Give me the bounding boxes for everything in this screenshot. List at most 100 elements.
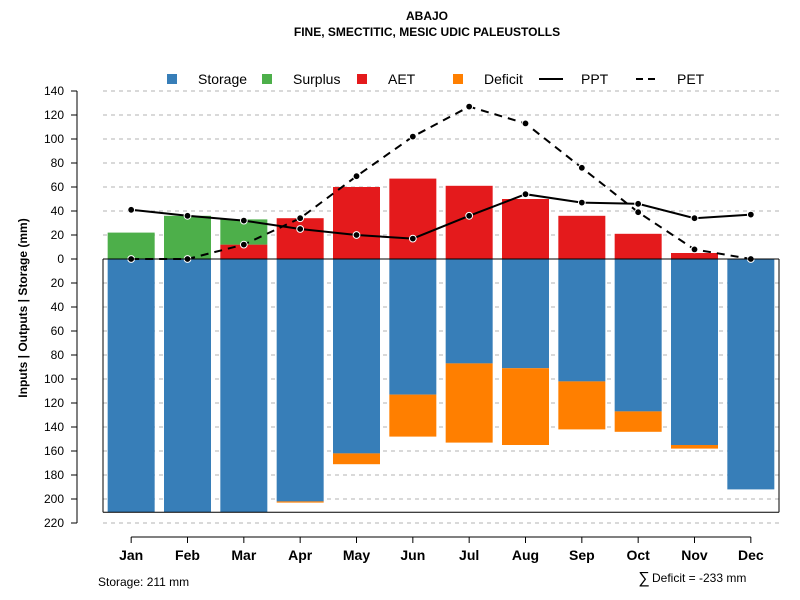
pet-point — [296, 214, 305, 223]
pet-point — [634, 208, 643, 217]
bar-storage — [502, 259, 549, 369]
y-tick-label: 140 — [44, 84, 64, 98]
deficit-note: Deficit = -233 mm — [652, 571, 746, 585]
y-tick-label: 120 — [44, 396, 64, 410]
bar-aet — [502, 199, 549, 259]
ppt-point — [521, 190, 530, 199]
bar-aet — [558, 215, 606, 259]
bar-deficit — [389, 394, 437, 437]
legend-swatch-storage — [167, 74, 177, 84]
bar-aet — [389, 178, 437, 259]
bar-storage — [727, 259, 775, 490]
y-tick-label: 40 — [51, 204, 65, 218]
bar-deficit — [445, 363, 493, 443]
ppt-point — [183, 211, 192, 220]
ppt-point — [408, 234, 417, 243]
x-tick-label: Jul — [459, 547, 479, 563]
bar-storage — [614, 259, 662, 412]
y-tick-label: 80 — [51, 348, 65, 362]
legend-label-storage: Storage — [198, 71, 247, 87]
y-tick-label: 140 — [44, 420, 64, 434]
pet-line — [131, 105, 752, 260]
pet-point — [521, 119, 530, 128]
y-tick-label: 220 — [44, 516, 64, 530]
bar-deficit — [276, 501, 324, 503]
bar-storage — [671, 259, 718, 445]
y-axis-label: Inputs | Outputs | Storage (mm) — [16, 218, 30, 397]
legend: Storage Surplus AET Deficit PPT PET — [167, 71, 705, 87]
bar-storage — [558, 259, 606, 382]
pet-point — [465, 102, 474, 111]
bar-deficit — [614, 411, 662, 432]
line-series — [127, 102, 755, 263]
ppt-line — [131, 193, 751, 240]
bar-surplus — [107, 232, 155, 259]
x-tick-label: Jun — [400, 547, 425, 563]
ppt-point — [690, 214, 699, 223]
y-tick-label: 100 — [44, 132, 64, 146]
x-tick-label: Apr — [288, 547, 313, 563]
x-tick-label: Sep — [569, 547, 595, 563]
ppt-point — [296, 225, 305, 233]
bar-deficit — [558, 381, 606, 430]
x-tick-label: Mar — [231, 547, 256, 563]
ppt-point — [577, 198, 586, 207]
storage-note: Storage: 211 mm — [98, 575, 189, 589]
bar-deficit — [333, 453, 380, 465]
y-tick-label: 0 — [57, 252, 64, 266]
legend-swatch-aet — [357, 74, 367, 84]
chart-subtitle: FINE, SMECTITIC, MESIC UDIC PALEUSTOLLS — [294, 25, 560, 39]
x-tick-label: Dec — [738, 547, 764, 563]
chart-title: ABAJO — [406, 9, 448, 23]
bar-storage — [445, 259, 493, 364]
ppt-point — [746, 210, 755, 219]
bar-storage — [276, 259, 324, 502]
y-tick-label: 60 — [51, 180, 65, 194]
bar-surplus — [164, 215, 211, 259]
y-tick-label: 180 — [44, 468, 64, 482]
y-tick-label: 100 — [44, 372, 64, 386]
ppt-point — [127, 205, 136, 214]
bar-storage — [107, 259, 155, 513]
pet-point — [352, 172, 361, 181]
bar-storage — [164, 259, 211, 513]
bar-deficit — [671, 445, 718, 449]
legend-label-deficit: Deficit — [484, 71, 523, 87]
bar-deficit — [502, 368, 549, 445]
y-tick-label: 120 — [44, 108, 64, 122]
bar-aet — [614, 233, 662, 259]
x-tick-label: Oct — [626, 547, 650, 563]
bar-storage — [389, 259, 437, 395]
pet-point — [577, 163, 586, 172]
pet-point — [408, 132, 417, 141]
legend-label-ppt: PPT — [581, 71, 609, 87]
y-tick-label: 20 — [51, 228, 65, 242]
bar-storage — [333, 259, 380, 454]
legend-label-aet: AET — [388, 71, 416, 87]
ppt-point — [352, 231, 361, 239]
bar-aet — [333, 187, 380, 259]
y-tick-label: 80 — [51, 156, 65, 170]
sigma-icon: ∑ — [638, 570, 649, 587]
bar-aet — [671, 253, 718, 259]
legend-label-surplus: Surplus — [293, 71, 340, 87]
ppt-point — [634, 199, 643, 208]
legend-swatch-deficit — [453, 74, 463, 84]
pet-point — [239, 240, 248, 249]
x-tick-label: Aug — [512, 547, 539, 563]
x-tick-label: May — [343, 547, 370, 563]
y-tick-label: 40 — [51, 300, 65, 314]
x-tick-label: Feb — [175, 547, 200, 563]
bar-storage — [220, 259, 268, 513]
x-tick-label: Jan — [119, 547, 143, 563]
y-tick-label: 200 — [44, 492, 64, 506]
x-tick-label: Nov — [681, 547, 708, 563]
legend-label-pet: PET — [677, 71, 705, 87]
y-tick-label: 60 — [51, 324, 65, 338]
ppt-point — [465, 211, 474, 220]
ppt-point — [239, 216, 248, 225]
pet-point — [690, 245, 699, 254]
axes: 1401201008060402002040608010012014016018… — [44, 84, 780, 563]
bar-aet — [276, 218, 324, 259]
